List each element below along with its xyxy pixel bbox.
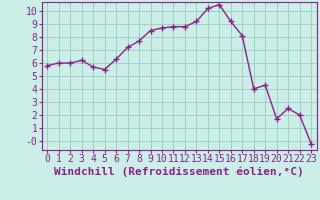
X-axis label: Windchill (Refroidissement éolien,°C): Windchill (Refroidissement éolien,°C) [54,167,304,177]
